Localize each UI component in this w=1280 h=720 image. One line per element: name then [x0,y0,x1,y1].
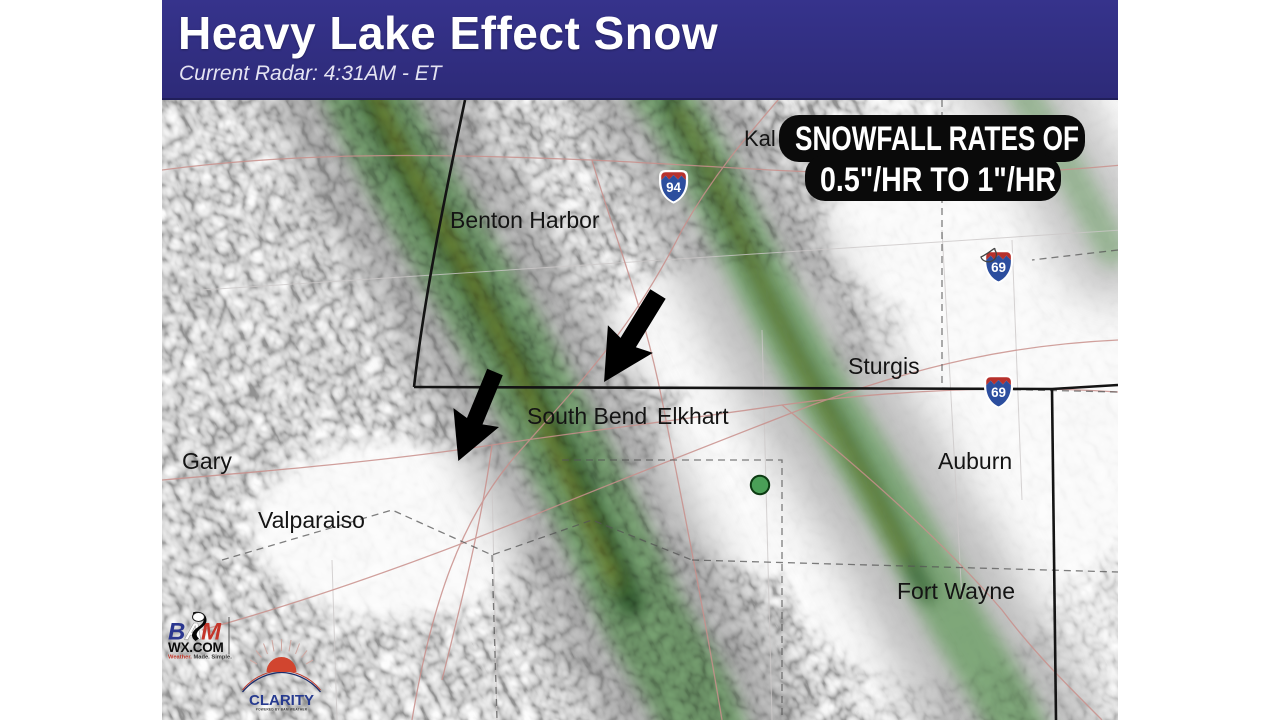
svg-text:Elkhart: Elkhart [657,403,729,429]
svg-text:Auburn: Auburn [938,448,1012,474]
svg-text:POWERED BY BAM WEATHER: POWERED BY BAM WEATHER [256,708,308,712]
svg-text:WX.COM: WX.COM [168,640,224,655]
svg-text:CLARITY: CLARITY [249,692,314,709]
svg-text:Fort Wayne: Fort Wayne [897,578,1015,604]
svg-text:South Bend: South Bend [527,403,647,429]
svg-text:Benton Harbor: Benton Harbor [450,207,600,233]
svg-text:Kal: Kal [744,126,776,151]
svg-text:Weather. Made. Simple.: Weather. Made. Simple. [168,655,232,661]
svg-text:SNOWFALL RATES OF: SNOWFALL RATES OF [795,120,1079,158]
svg-text:0.5"/HR TO 1"/HR: 0.5"/HR TO 1"/HR [820,161,1056,199]
svg-text:Sturgis: Sturgis [848,353,920,379]
svg-text:Gary: Gary [182,448,232,474]
svg-text:Valparaiso: Valparaiso [258,507,365,533]
